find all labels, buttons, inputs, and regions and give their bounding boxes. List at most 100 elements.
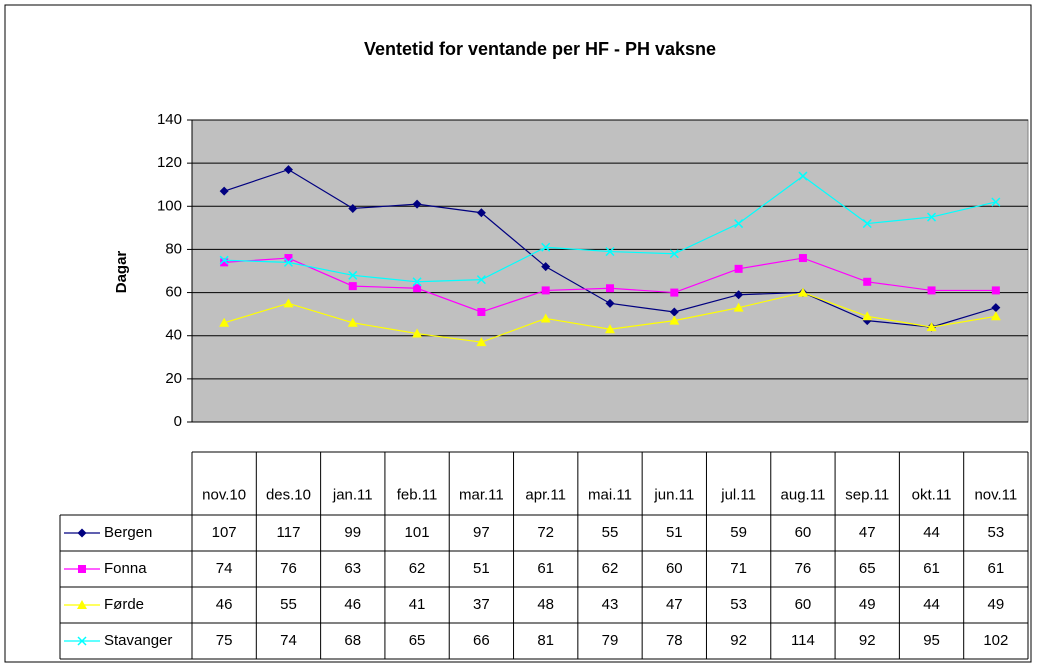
table-cell: 60 — [666, 560, 683, 577]
table-cell: 61 — [537, 560, 554, 577]
legend-marker — [77, 528, 87, 538]
x-tick-label: nov.10 — [202, 486, 246, 503]
x-tick-label: mar.11 — [459, 486, 504, 503]
table-cell: 44 — [923, 596, 940, 613]
point — [412, 328, 423, 338]
y-tick-label: 40 — [165, 327, 182, 344]
table-cell: 59 — [730, 524, 747, 541]
point — [283, 298, 294, 308]
table-cell: 51 — [473, 560, 490, 577]
table-cell: 101 — [405, 524, 430, 541]
table-cell: 46 — [344, 596, 361, 613]
y-axis-label: Dagar — [113, 251, 130, 294]
table-cell: 68 — [344, 632, 361, 649]
table-cell: 79 — [602, 632, 619, 649]
point — [219, 317, 230, 327]
table-cell: 43 — [602, 596, 619, 613]
table-cell: 60 — [795, 524, 812, 541]
table-cell: 62 — [602, 560, 619, 577]
point — [862, 219, 872, 229]
point — [477, 307, 486, 316]
table-cell: 49 — [988, 596, 1005, 613]
point — [540, 313, 551, 323]
point — [669, 315, 680, 325]
point — [220, 258, 229, 267]
point — [541, 262, 551, 272]
point — [541, 286, 550, 295]
y-tick-label: 20 — [165, 370, 182, 387]
chart-title: Ventetid for ventande per HF - PH vaksne — [364, 39, 716, 59]
table-cell: 44 — [923, 524, 940, 541]
table-cell: 60 — [795, 596, 812, 613]
point — [669, 249, 679, 259]
table-cell: 61 — [988, 560, 1005, 577]
point — [347, 317, 358, 327]
x-tick-label: okt.11 — [912, 486, 952, 503]
table-cell: 92 — [859, 632, 876, 649]
y-tick-label: 60 — [165, 284, 182, 301]
table-cell: 55 — [280, 596, 297, 613]
table-cell: 65 — [409, 632, 426, 649]
x-tick-label: nov.11 — [974, 486, 1017, 503]
point — [863, 277, 872, 286]
table-cell: 74 — [216, 560, 233, 577]
table-cell: 114 — [791, 632, 815, 649]
table-cell: 107 — [212, 524, 237, 541]
x-tick-label: jun.11 — [653, 486, 694, 503]
point — [733, 302, 744, 312]
point — [798, 171, 808, 181]
legend-label: Stavanger — [104, 632, 172, 649]
x-tick-label: aug.11 — [781, 486, 826, 503]
table-cell: 61 — [923, 560, 940, 577]
point — [797, 287, 808, 297]
point — [283, 257, 293, 267]
table-cell: 55 — [602, 524, 619, 541]
y-tick-label: 120 — [157, 154, 182, 171]
point — [348, 203, 358, 213]
table-cell: 75 — [216, 632, 233, 649]
legend-label: Førde — [104, 596, 144, 613]
table-cell: 78 — [666, 632, 683, 649]
table-cell: 46 — [216, 596, 233, 613]
legend-label: Fonna — [104, 560, 147, 577]
point — [412, 199, 422, 209]
table-cell: 76 — [795, 560, 812, 577]
table-cell: 65 — [859, 560, 876, 577]
point — [991, 286, 1000, 295]
table-cell: 102 — [983, 632, 1008, 649]
point — [990, 311, 1001, 321]
point — [991, 303, 1001, 313]
table-cell: 71 — [730, 560, 747, 577]
table-cell: 76 — [280, 560, 297, 577]
table-cell: 99 — [344, 524, 361, 541]
x-tick-label: jan.11 — [332, 486, 373, 503]
table-cell: 49 — [859, 596, 876, 613]
table-cell: 92 — [730, 632, 747, 649]
point — [348, 282, 357, 291]
table-cell: 63 — [344, 560, 361, 577]
y-tick-label: 140 — [157, 111, 182, 128]
point — [734, 290, 744, 300]
point — [605, 247, 615, 257]
table-cell: 41 — [409, 596, 426, 613]
point — [283, 165, 293, 175]
point — [413, 284, 422, 293]
point — [927, 212, 937, 222]
point — [606, 284, 614, 293]
x-tick-label: des.10 — [266, 486, 311, 503]
point — [862, 311, 873, 321]
point — [348, 270, 358, 280]
table-cell: 62 — [409, 560, 426, 577]
y-tick-label: 80 — [165, 240, 182, 257]
legend-marker — [78, 565, 86, 573]
table-cell: 48 — [537, 596, 554, 613]
table-cell: 53 — [988, 524, 1005, 541]
point — [734, 264, 743, 273]
point — [669, 307, 679, 317]
point — [541, 242, 551, 252]
point — [476, 337, 487, 347]
table-cell: 117 — [277, 524, 301, 541]
legend-marker — [77, 636, 87, 646]
table-cell: 47 — [666, 596, 683, 613]
